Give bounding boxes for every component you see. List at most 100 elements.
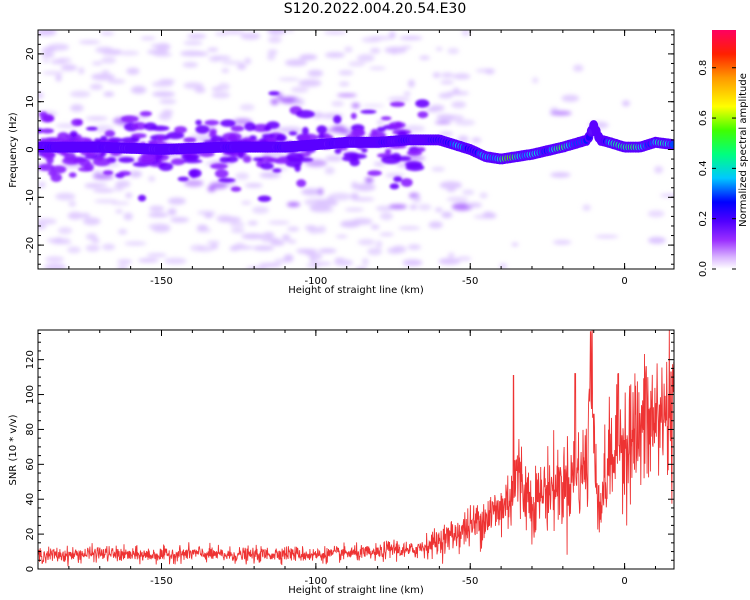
spectrogram-blob	[67, 246, 81, 254]
spectrogram-blob	[355, 266, 368, 269]
spectrogram-heatmap	[38, 30, 674, 269]
spectrogram-blob	[42, 59, 50, 63]
spectrogram-blob	[196, 224, 208, 231]
snr-ylabel: SNR (10 * v/v)	[8, 414, 19, 485]
spectrogram-blob	[389, 101, 405, 108]
spectrogram-blob	[242, 155, 252, 163]
spectrogram-blob	[293, 98, 305, 106]
spectrogram-blob	[403, 91, 411, 96]
y-tick-label: 0	[25, 146, 36, 152]
spectrogram-blob	[312, 112, 324, 119]
spectrogram-blob	[361, 147, 368, 153]
spectrogram-blob	[380, 212, 393, 221]
spectrogram-blob	[388, 204, 407, 210]
spectrogram-blob	[139, 111, 152, 117]
spectrogram-blob	[237, 63, 247, 70]
spectrogram-blob	[40, 128, 54, 134]
spectrogram-blob	[499, 263, 508, 269]
spectrogram-blob	[338, 81, 350, 87]
spectrogram-blob	[370, 48, 381, 54]
spectrogram-blob	[184, 154, 195, 160]
x-tick-label: -50	[462, 276, 478, 287]
spectrogram-blob	[210, 244, 219, 250]
spectrogram-blob	[101, 57, 117, 64]
spectrogram-blob	[376, 126, 386, 132]
spectrogram-blob	[336, 93, 357, 97]
spectrogram-blob	[152, 91, 176, 97]
ridge-mid	[669, 141, 674, 149]
spectrogram-blob	[412, 195, 421, 203]
spectrogram-blob	[287, 226, 300, 232]
spectrogram-blob	[120, 137, 140, 144]
spectrogram-blob	[82, 217, 101, 226]
spectrogram-blob	[226, 156, 239, 163]
spectrogram-blob	[221, 60, 245, 65]
spectrogram-blob	[230, 186, 242, 192]
spectrogram-blob	[230, 245, 254, 250]
spectrogram-blob	[100, 135, 108, 141]
spectrogram-blob	[299, 54, 318, 61]
spectrogram-blob	[57, 57, 72, 64]
y-tick-label: 20	[25, 48, 36, 61]
spectrogram-blob	[101, 70, 110, 74]
spectrogram-blob	[118, 170, 131, 177]
spectrogram-blob	[85, 126, 98, 131]
spectrogram-blob	[454, 119, 476, 126]
spectrogram-blob	[384, 46, 407, 54]
spectrogram-blob	[364, 177, 374, 184]
spectrogram-blob	[149, 205, 165, 212]
x-tick-label: -100	[305, 276, 328, 287]
spectrogram-blob	[126, 67, 140, 75]
spectrogram-blob	[55, 74, 62, 82]
spectrogram-blob	[471, 137, 482, 143]
spectrogram-blob	[270, 30, 281, 33]
spectrogram-blob	[456, 256, 472, 262]
spectrogram-blob	[184, 179, 204, 187]
spectrogram-blob	[214, 169, 229, 179]
spectrogram-blob	[117, 259, 133, 265]
spectrogram-blob	[389, 31, 396, 39]
spectrogram-blob	[532, 77, 539, 84]
snr-ticks: -150 -100 -50 0 0 20 40 60 80 100 120	[25, 330, 674, 587]
spectrogram-blob	[278, 77, 300, 81]
spectrogram-blob	[466, 202, 482, 208]
spectrogram-blob	[129, 170, 142, 178]
spectrogram-blob	[94, 199, 118, 204]
spectrogram-blob	[244, 57, 252, 65]
spectrogram-blob	[41, 53, 55, 58]
spectrogram-blob	[45, 256, 65, 263]
spectrogram-blob	[118, 156, 135, 163]
spectrogram-blob	[92, 188, 115, 193]
spectrogram-blob	[124, 241, 147, 246]
x-tick-label: -100	[305, 576, 328, 587]
spectrogram-blob	[441, 211, 453, 219]
spectrogram-blob	[282, 234, 291, 242]
spectrogram-blob	[170, 158, 185, 166]
spectrogram-blob	[431, 167, 445, 172]
spectrogram-blob	[41, 150, 56, 160]
spectrogram-blob	[310, 207, 335, 213]
spectrogram-blob	[159, 99, 177, 105]
spectrogram-blob	[286, 152, 304, 162]
spectrogram-blob	[379, 232, 394, 236]
spectrogram-blob	[158, 162, 174, 171]
spectrogram-blob	[317, 133, 325, 140]
spectrogram-blob	[58, 227, 73, 235]
spectrogram-blob	[117, 265, 128, 269]
spectrogram-blob	[146, 253, 167, 257]
spectrogram-blob	[241, 201, 252, 205]
spectrogram-blob	[229, 221, 245, 228]
spectrogram-blob	[453, 87, 460, 94]
spectrogram-blob	[209, 128, 217, 135]
colorbar-label: Normalized spectral amplitude	[738, 73, 749, 227]
spectrogram-blob	[361, 258, 369, 266]
spectrogram-blob	[114, 184, 124, 192]
spectrogram-blob	[446, 196, 469, 202]
spectrogram-blob	[195, 125, 210, 134]
spectrogram-blob	[479, 192, 488, 199]
spectrogram-blob	[131, 122, 147, 130]
y-tick-label: -10	[25, 189, 36, 205]
spectrogram-blob	[115, 209, 123, 214]
snr-series-line	[38, 330, 674, 567]
spectrogram-blob	[316, 125, 327, 134]
